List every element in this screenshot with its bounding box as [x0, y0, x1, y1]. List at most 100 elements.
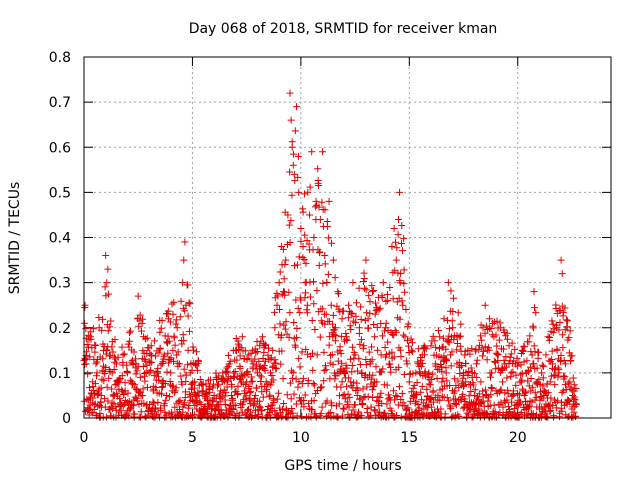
data-point [299, 375, 307, 383]
data-point [160, 402, 168, 410]
data-point [348, 362, 356, 370]
data-point [349, 343, 357, 351]
data-point [549, 329, 557, 337]
data-point [486, 315, 494, 323]
data-point [538, 369, 546, 377]
data-point [408, 388, 416, 396]
data-point [531, 389, 539, 397]
data-point [120, 350, 128, 358]
data-point [462, 360, 470, 368]
data-point [97, 384, 105, 392]
data-point [479, 324, 487, 332]
data-point [368, 386, 376, 394]
data-point [216, 394, 224, 402]
data-point [116, 395, 124, 403]
data-point [320, 377, 328, 385]
data-point [289, 413, 297, 421]
data-point [394, 401, 402, 409]
data-point [119, 351, 127, 359]
data-point [253, 347, 261, 355]
data-point [423, 396, 431, 404]
data-point [477, 332, 485, 340]
data-point [81, 301, 89, 309]
data-point [165, 337, 173, 345]
data-point [106, 323, 114, 331]
data-point [92, 342, 100, 350]
data-point [359, 400, 367, 408]
data-point [224, 376, 232, 384]
data-point [189, 379, 197, 387]
data-point [115, 378, 123, 386]
data-point [351, 351, 359, 359]
data-point [393, 244, 401, 252]
data-point [328, 351, 336, 359]
data-point [363, 383, 371, 391]
data-point [143, 334, 151, 342]
data-point [114, 353, 122, 361]
data-point [180, 256, 188, 264]
data-point [249, 360, 257, 368]
data-point [541, 403, 549, 411]
data-point [511, 345, 519, 353]
data-point [464, 372, 472, 380]
x-axis-label: GPS time / hours [284, 458, 401, 474]
data-point [96, 409, 104, 417]
data-point [518, 409, 526, 417]
data-point [101, 403, 109, 411]
data-point [203, 390, 211, 398]
data-point [553, 324, 561, 332]
data-point [245, 382, 253, 390]
data-point [147, 342, 155, 350]
data-point [146, 359, 154, 367]
data-point [301, 294, 309, 302]
data-point [512, 360, 520, 368]
data-point [300, 190, 308, 198]
data-point [266, 391, 274, 399]
data-point [193, 366, 201, 374]
data-point [271, 356, 279, 364]
data-point [366, 298, 374, 306]
data-point [223, 364, 231, 372]
data-point [328, 401, 336, 409]
data-point [570, 381, 578, 389]
data-point [141, 377, 149, 385]
data-point [447, 287, 455, 295]
data-point [412, 369, 420, 377]
data-point [533, 378, 541, 386]
data-point [285, 288, 293, 296]
data-point [84, 405, 92, 413]
data-point [500, 328, 508, 336]
data-point [306, 211, 314, 219]
data-point [95, 314, 103, 322]
data-point [182, 301, 190, 309]
data-point [117, 400, 125, 408]
data-point [110, 391, 118, 399]
data-point [143, 400, 151, 408]
data-point [522, 369, 530, 377]
data-point [403, 337, 411, 345]
data-point [494, 350, 502, 358]
data-point [427, 342, 435, 350]
data-point [407, 346, 415, 354]
data-point [478, 344, 486, 352]
data-point [286, 239, 294, 246]
data-point [438, 367, 446, 375]
data-point [150, 399, 158, 407]
data-point [186, 300, 194, 308]
data-point [181, 388, 189, 396]
x-tick-label: 0 [80, 430, 89, 446]
data-point [344, 398, 352, 406]
data-point [362, 256, 370, 264]
data-point [327, 239, 335, 247]
data-point [290, 319, 298, 327]
data-point [253, 369, 261, 377]
data-point [558, 270, 566, 278]
data-point [184, 281, 192, 289]
data-point [338, 378, 346, 386]
data-point [415, 404, 423, 412]
data-point [295, 188, 303, 196]
data-point [251, 355, 259, 363]
data-point [339, 307, 347, 315]
data-point [128, 378, 136, 386]
data-point [277, 243, 285, 251]
